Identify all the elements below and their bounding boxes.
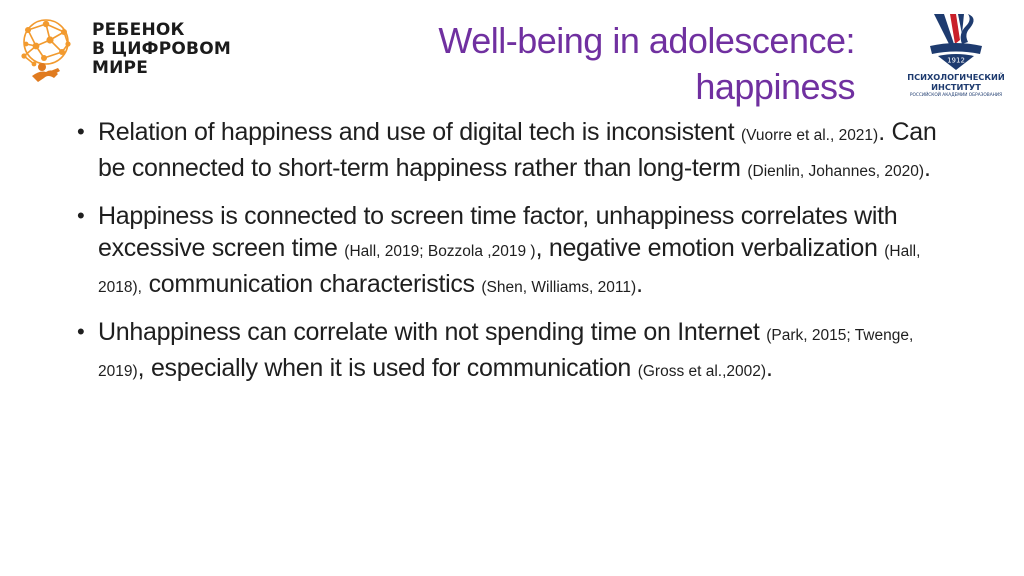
bullet-text: Relation of happiness and use of digital… — [98, 118, 741, 146]
bullet-text: . Can be connected to short-term happine… — [98, 118, 937, 182]
institute-emblem-icon: 1912 — [930, 14, 982, 70]
citation: (Hall, 2018), — [98, 243, 921, 296]
bullet-text: communication characteristics — [141, 270, 482, 298]
logo-psychological-institute: 1912 ПСИХОЛОГИЧЕСКИЙ ИНСТИТУТ РОССИЙСКОЙ… — [900, 10, 1012, 110]
institute-year: 1912 — [947, 57, 965, 65]
bullet-dot: • — [77, 119, 85, 144]
citation: (Vuorre et al., 2021) — [740, 127, 879, 144]
bullet-text: , negative emotion verbalization — [535, 234, 885, 262]
network-head-icon — [21, 19, 71, 82]
logo-wordmark-line3: МИРЕ — [92, 58, 149, 78]
logo-wordmark-line1: РЕБЕНОК — [92, 20, 185, 40]
bullet-text: Happiness is connected to screen time fa… — [98, 202, 898, 262]
bullet-text: . — [766, 354, 773, 382]
bullet-text: . — [636, 270, 643, 298]
institute-name-line2: ИНСТИТУТ — [931, 82, 981, 92]
logo-wordmark-line2: В ЦИФРОВОМ — [92, 39, 231, 59]
bullet-item-2: • Happiness is connected to screen time … — [74, 200, 954, 304]
bullet-text: , especially when it is used for communi… — [137, 354, 638, 382]
slide-title-line2: happiness — [695, 66, 855, 107]
bullet-dot: • — [77, 203, 85, 228]
citation: (Shen, Williams, 2011) — [481, 279, 637, 296]
citation: (Gross et al.,2002) — [637, 363, 767, 380]
bullet-list: • Relation of happiness and use of digit… — [74, 116, 954, 400]
citation: (Hall, 2019; Bozzola ,2019 ) — [344, 243, 536, 260]
citation: (Park, 2015; Twenge, 2019) — [98, 327, 914, 380]
logo-wordmark: РЕБЕНОК В ЦИФРОВОМ МИРЕ — [92, 21, 231, 78]
bullet-item-1: • Relation of happiness and use of digit… — [74, 116, 954, 188]
bullet-text: . — [923, 154, 931, 182]
bullet-text: Unhappiness can correlate with not spend… — [98, 318, 767, 346]
bullet-dot: • — [77, 319, 85, 344]
logo-rebenok-v-tsifrovom-mire: РЕБЕНОК В ЦИФРОВОМ МИРЕ — [14, 12, 236, 90]
slide-title: Well-being in adolescence: happiness — [438, 18, 855, 110]
institute-name-line3: РОССИЙСКОЙ АКАДЕМИИ ОБРАЗОВАНИЯ — [909, 93, 1003, 98]
slide-title-line1: Well-being in adolescence: — [438, 20, 855, 61]
citation: (Dienlin, Johannes, 2020) — [747, 163, 924, 180]
institute-name-line1: ПСИХОЛОГИЧЕСКИЙ — [907, 72, 1005, 82]
bullet-item-3: • Unhappiness can correlate with not spe… — [74, 316, 954, 388]
